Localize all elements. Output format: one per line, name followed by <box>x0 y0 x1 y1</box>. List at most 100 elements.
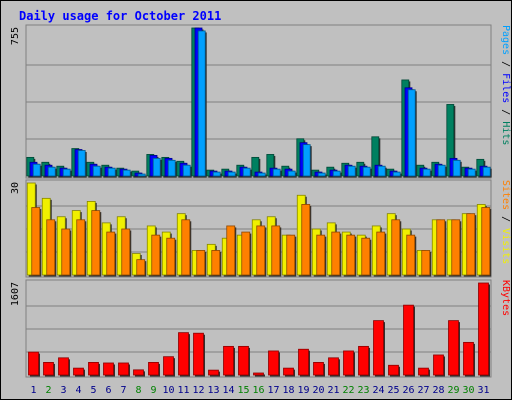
bar-sites-day-7 <box>121 228 131 276</box>
bar-sites-day-11 <box>181 219 191 276</box>
bar-sites-day-28 <box>436 219 446 276</box>
x-tick-label-day-16: 16 <box>252 385 264 396</box>
bar-kbytes-day-9 <box>148 362 159 376</box>
bar-kbytes-day-11 <box>178 332 189 376</box>
bar-kbytes-day-12 <box>193 332 204 376</box>
x-tick-label-day-21: 21 <box>327 385 339 396</box>
bar-kbytes-day-20 <box>313 362 324 376</box>
bar-pages-day-11 <box>182 164 191 177</box>
bar-pages-day-1 <box>32 163 41 177</box>
bar-kbytes-day-8 <box>133 369 144 376</box>
bar-sites-day-8 <box>136 259 146 276</box>
x-tick-label-day-12: 12 <box>192 385 204 396</box>
bar-pages-day-17 <box>272 168 281 177</box>
bar-kbytes-day-25 <box>388 364 399 376</box>
legend-files: Files <box>500 73 511 103</box>
bar-sites-day-30 <box>466 213 476 276</box>
legend-hits: Hits <box>500 121 511 145</box>
x-tick-label-day-18: 18 <box>282 385 294 396</box>
x-tick-label-day-6: 6 <box>105 385 111 396</box>
x-tick-label-day-23: 23 <box>357 385 369 396</box>
panel-visits-sites: 30 Sites / Visits <box>10 179 511 278</box>
bar-kbytes-day-2 <box>43 362 54 376</box>
x-axis-day-labels: 1 2 3 4 5 6 7 8 9 10 11 12 13 14 15 16 17 18 19 20 21 22 23 24 2… <box>30 385 489 396</box>
bar-pages-day-18 <box>287 170 296 177</box>
bar-kbytes-day-17 <box>268 350 279 376</box>
bar-pages-day-5 <box>92 165 101 177</box>
bar-shadow-kbytes <box>255 374 265 377</box>
bar-kbytes-day-31 <box>478 282 489 376</box>
bar-sites-day-25 <box>391 219 401 276</box>
bar-pages-day-30 <box>467 168 476 177</box>
x-tick-label-day-11: 11 <box>177 385 189 396</box>
x-tick-label-day-1: 1 <box>30 385 36 396</box>
bar-kbytes-day-21 <box>328 357 339 376</box>
bar-sites-day-27 <box>421 250 431 276</box>
bar-sites-day-18 <box>286 234 296 276</box>
legend-: / <box>500 210 511 228</box>
bar-pages-day-21 <box>332 170 341 177</box>
bar-sites-day-22 <box>346 234 356 276</box>
bar-kbytes-day-28 <box>433 354 444 376</box>
bar-kbytes-day-30 <box>463 341 474 376</box>
bar-sites-day-17 <box>271 225 281 276</box>
bar-pages-day-10 <box>167 159 176 177</box>
x-tick-label-day-17: 17 <box>267 385 279 396</box>
bar-sites-day-26 <box>406 234 416 276</box>
legend-kbytes: KBytes <box>500 280 511 316</box>
bar-pages-day-15 <box>242 167 251 177</box>
legend-: / <box>500 103 511 121</box>
bar-pages-day-3 <box>62 168 71 177</box>
x-tick-label-day-30: 30 <box>462 385 474 396</box>
bar-kbytes-day-16 <box>253 372 264 376</box>
bar-kbytes-day-1 <box>28 351 39 376</box>
x-tick-label-day-14: 14 <box>222 385 234 396</box>
bar-kbytes-day-14 <box>223 345 234 376</box>
bar-sites-day-29 <box>451 219 461 276</box>
panel-series-legend: KBytes <box>500 280 511 316</box>
bar-kbytes-day-26 <box>403 304 414 376</box>
bar-pages-day-25 <box>392 171 401 177</box>
x-tick-label-day-26: 26 <box>402 385 414 396</box>
x-tick-label-day-13: 13 <box>207 385 219 396</box>
bar-sites-day-3 <box>61 228 71 276</box>
bar-sites-day-10 <box>166 237 176 276</box>
x-tick-label-day-4: 4 <box>75 385 81 396</box>
bar-pages-day-7 <box>122 169 131 177</box>
panel-kbytes: 1607 KBytes <box>10 279 511 378</box>
bar-kbytes-day-13 <box>208 369 219 376</box>
bar-pages-day-2 <box>47 166 56 177</box>
bar-sites-day-13 <box>211 250 221 276</box>
bar-pages-day-26 <box>407 89 416 177</box>
x-tick-label-day-20: 20 <box>312 385 324 396</box>
bar-sites-day-31 <box>481 207 491 276</box>
legend-: / <box>500 55 511 73</box>
x-tick-label-day-7: 7 <box>120 385 126 396</box>
bar-pages-day-14 <box>227 171 236 177</box>
bar-pages-day-27 <box>422 168 431 177</box>
bar-kbytes-day-29 <box>448 320 459 376</box>
bar-sites-day-2 <box>46 219 56 276</box>
bar-pages-day-20 <box>317 172 326 177</box>
bar-pages-day-9 <box>152 157 161 177</box>
x-tick-label-day-3: 3 <box>60 385 66 396</box>
bar-sites-day-19 <box>301 204 311 276</box>
x-tick-label-day-5: 5 <box>90 385 96 396</box>
bar-pages-day-29 <box>452 159 461 177</box>
panel-series-legend: Pages / Files / Hits <box>500 25 511 145</box>
bar-pages-day-22 <box>347 165 356 177</box>
bar-kbytes-day-27 <box>418 367 429 376</box>
bar-pages-day-13 <box>212 171 221 177</box>
bar-kbytes-day-6 <box>103 362 114 376</box>
legend-pages: Pages <box>500 25 511 55</box>
bar-pages-day-12 <box>197 30 206 177</box>
x-tick-label-day-2: 2 <box>45 385 51 396</box>
x-tick-label-day-19: 19 <box>297 385 309 396</box>
chart-panels: 755 Pages / Files / Hits 30 Sites / Visits 1… <box>10 24 511 378</box>
bar-kbytes-day-19 <box>298 348 309 376</box>
x-tick-label-day-27: 27 <box>417 385 429 396</box>
bar-pages-day-6 <box>107 167 116 177</box>
panel-max-label: 755 <box>10 27 21 45</box>
